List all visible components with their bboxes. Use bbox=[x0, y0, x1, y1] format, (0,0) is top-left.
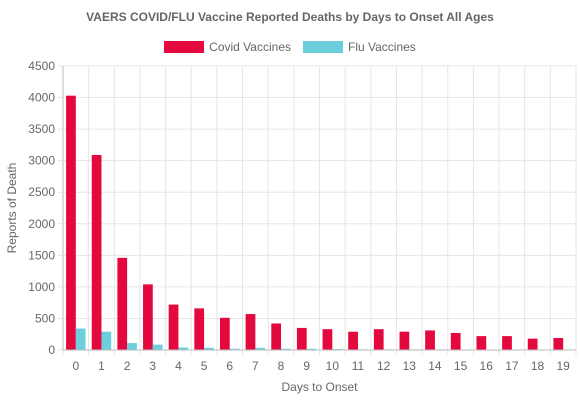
bar-covid-8[interactable] bbox=[271, 323, 282, 350]
bar-covid-10[interactable] bbox=[322, 329, 333, 350]
bar-flu-7[interactable] bbox=[255, 347, 266, 350]
bar-covid-1[interactable] bbox=[91, 154, 102, 350]
bar-covid-7[interactable] bbox=[245, 314, 256, 350]
y-tick-label: 2000 bbox=[28, 217, 55, 231]
bar-flu-8[interactable] bbox=[281, 348, 291, 350]
bar-covid-14[interactable] bbox=[425, 330, 435, 350]
x-axis-title: Days to Onset bbox=[281, 380, 358, 394]
y-tick-label: 3500 bbox=[28, 122, 55, 136]
bar-flu-9[interactable] bbox=[306, 348, 317, 350]
legend-item-covid[interactable]: Covid Vaccines bbox=[164, 40, 291, 54]
bar-flu-3[interactable] bbox=[152, 344, 163, 350]
bar-covid-15[interactable] bbox=[450, 332, 461, 350]
bar-covid-9[interactable] bbox=[296, 327, 307, 350]
x-tick-label: 17 bbox=[505, 359, 519, 373]
bar-covid-4[interactable] bbox=[168, 304, 179, 350]
x-tick-label: 8 bbox=[278, 359, 285, 373]
y-tick-label: 4500 bbox=[28, 59, 55, 73]
x-tick-label: 5 bbox=[201, 359, 208, 373]
bar-covid-13[interactable] bbox=[399, 331, 410, 350]
legend-swatch-flu bbox=[303, 41, 343, 53]
bar-covid-19[interactable] bbox=[553, 338, 564, 350]
bar-flu-1[interactable] bbox=[101, 331, 112, 350]
x-tick-label: 19 bbox=[556, 359, 570, 373]
x-tick-label: 12 bbox=[377, 359, 391, 373]
y-tick-label: 1000 bbox=[28, 280, 55, 294]
x-tick-label: 3 bbox=[149, 359, 156, 373]
x-tick-label: 4 bbox=[175, 359, 182, 373]
x-tick-label: 11 bbox=[352, 359, 365, 373]
x-tick-label: 18 bbox=[531, 359, 545, 373]
bar-covid-18[interactable] bbox=[527, 338, 538, 350]
bar-flu-0[interactable] bbox=[75, 328, 86, 350]
x-tick-label: 9 bbox=[303, 359, 310, 373]
x-tick-label: 7 bbox=[252, 359, 259, 373]
bar-covid-17[interactable] bbox=[502, 336, 512, 350]
bar-flu-2[interactable] bbox=[127, 343, 137, 350]
y-tick-label: 500 bbox=[35, 311, 55, 325]
x-tick-label: 0 bbox=[72, 359, 79, 373]
y-tick-label: 4000 bbox=[28, 91, 55, 105]
y-axis-title: Reports of Death bbox=[5, 163, 19, 254]
bar-covid-12[interactable] bbox=[373, 329, 384, 350]
y-tick-label: 0 bbox=[48, 343, 55, 357]
x-tick-label: 10 bbox=[326, 359, 340, 373]
chart-title: VAERS COVID/FLU Vaccine Reported Deaths … bbox=[86, 10, 494, 24]
bar-covid-5[interactable] bbox=[194, 308, 205, 350]
x-tick-label: 6 bbox=[226, 359, 233, 373]
legend-label-flu: Flu Vaccines bbox=[348, 40, 416, 54]
bar-covid-16[interactable] bbox=[476, 336, 487, 350]
bar-covid-3[interactable] bbox=[143, 284, 153, 350]
bar-covid-2[interactable] bbox=[117, 257, 128, 350]
bar-covid-0[interactable] bbox=[66, 95, 76, 350]
x-tick-label: 15 bbox=[454, 359, 468, 373]
bars bbox=[66, 95, 573, 350]
x-tick-label: 14 bbox=[428, 359, 442, 373]
y-tick-label: 1500 bbox=[28, 248, 55, 262]
bar-flu-6[interactable] bbox=[229, 348, 240, 350]
x-tick-label: 2 bbox=[124, 359, 131, 373]
legend-label-covid: Covid Vaccines bbox=[209, 40, 291, 54]
legend-swatch-covid bbox=[164, 41, 205, 53]
gridlines bbox=[58, 65, 577, 355]
chart-legend: Covid Vaccines Flu Vaccines bbox=[0, 40, 580, 54]
legend-item-flu[interactable]: Flu Vaccines bbox=[303, 40, 416, 54]
y-tick-label: 3000 bbox=[28, 154, 55, 168]
y-tick-label: 2500 bbox=[28, 185, 55, 199]
x-tick-label: 1 bbox=[98, 359, 105, 373]
bar-covid-6[interactable] bbox=[219, 317, 230, 350]
bar-flu-4[interactable] bbox=[178, 347, 189, 350]
x-tick-label: 16 bbox=[480, 359, 494, 373]
bar-covid-11[interactable] bbox=[348, 331, 358, 350]
bar-flu-5[interactable] bbox=[204, 347, 214, 350]
x-tick-label: 13 bbox=[403, 359, 417, 373]
